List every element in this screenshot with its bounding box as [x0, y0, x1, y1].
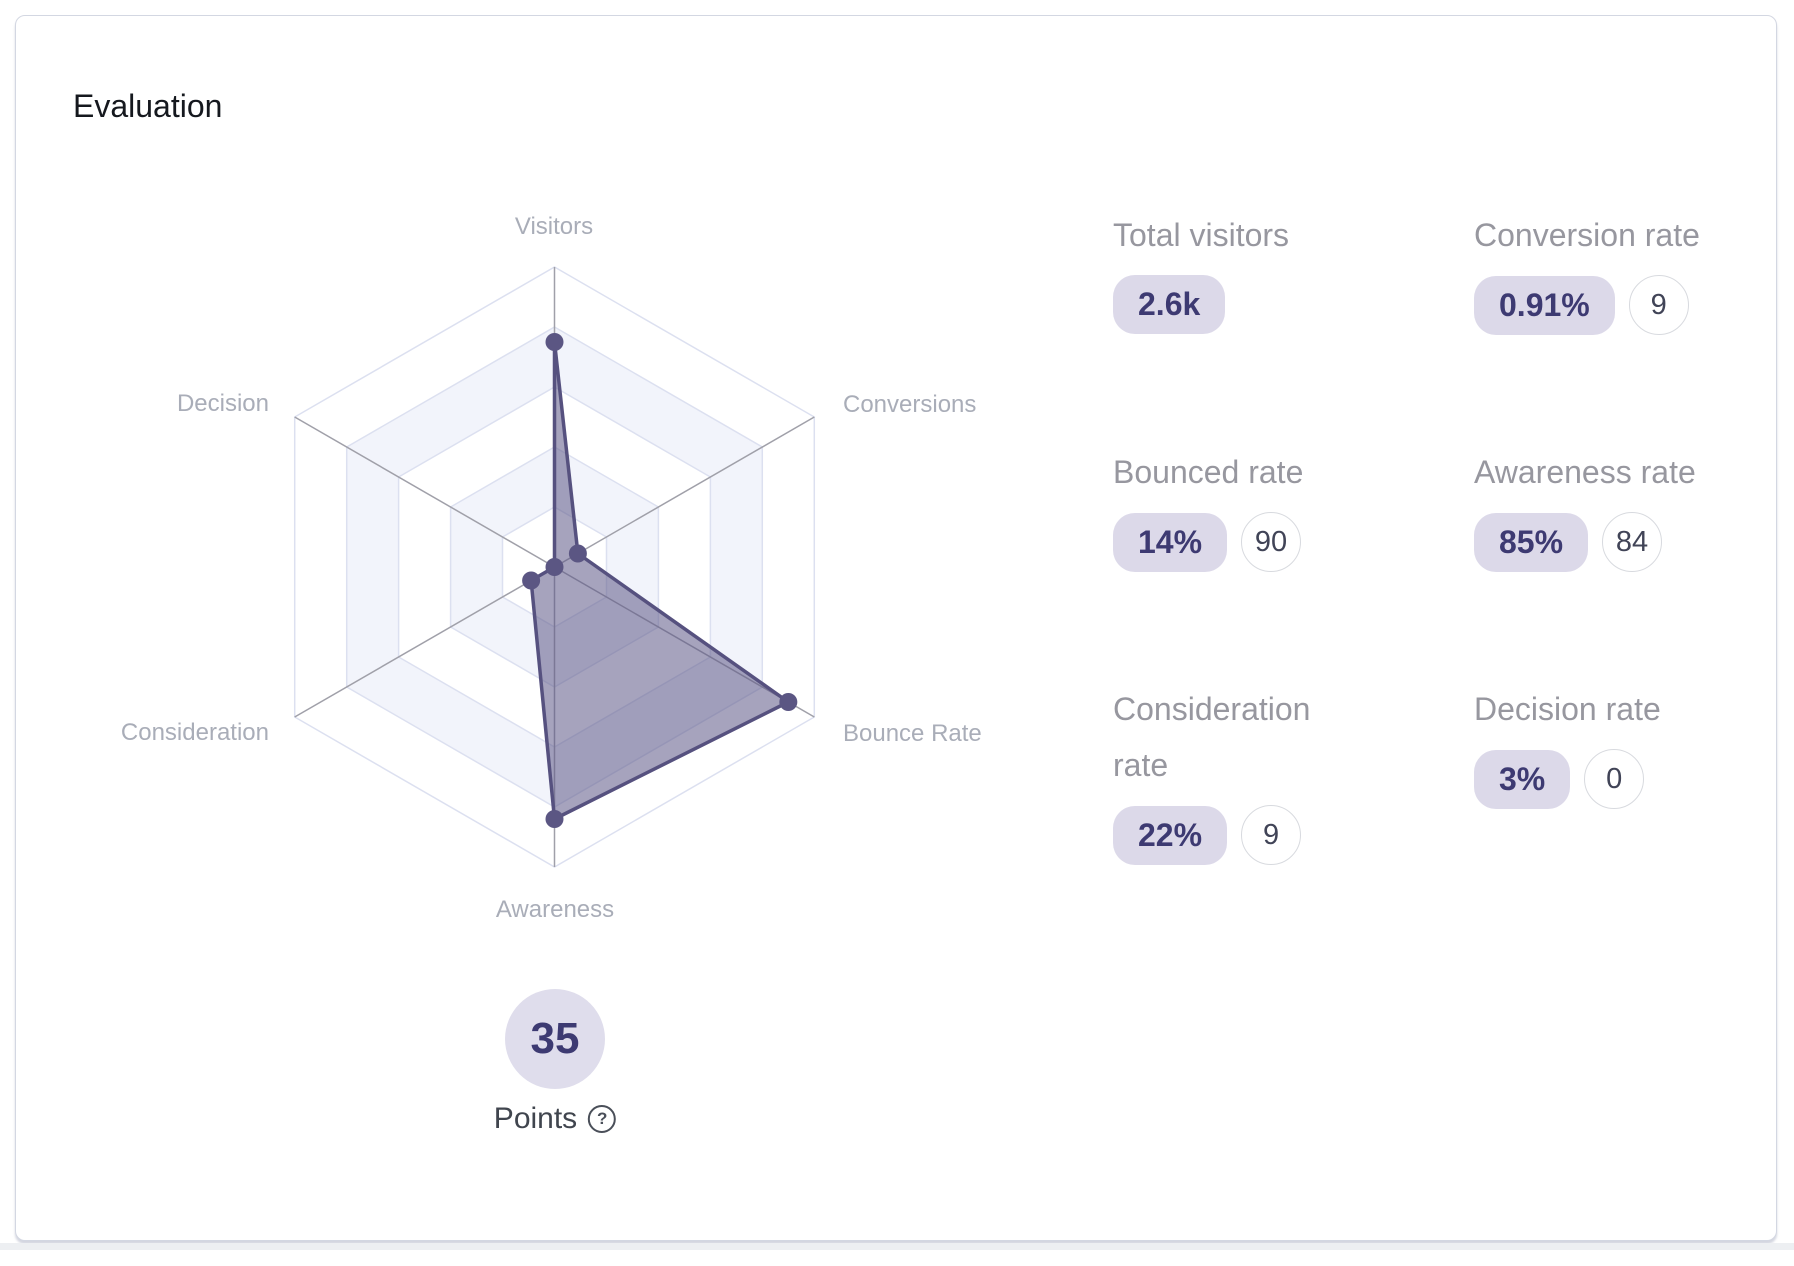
- axis-label-decision: Decision: [176, 390, 269, 417]
- stat-score-circle: 9: [1241, 805, 1302, 865]
- stat-label: Conversion rate: [1474, 217, 1700, 253]
- stat-total-visitors: Total visitors 2.6k: [1113, 207, 1289, 334]
- card-title: Evaluation: [73, 88, 223, 124]
- stat-consideration-rate: Consideration rate 22% 9: [1113, 681, 1371, 865]
- axis-label-visitors: Visitors: [514, 213, 594, 240]
- radar-chart: [293, 266, 816, 868]
- page-background-strip: [0, 1243, 1794, 1250]
- stat-decision-rate: Decision rate 3% 0: [1474, 681, 1661, 809]
- points-caption: Points ?: [493, 1102, 617, 1136]
- evaluation-card: Evaluation Visitors Conversions Bounce R…: [15, 15, 1777, 1241]
- stat-value-badge: 2.6k: [1113, 275, 1226, 334]
- stat-label: Awareness rate: [1474, 454, 1696, 490]
- points-value: 35: [530, 1014, 580, 1063]
- stat-score-circle: 9: [1628, 275, 1689, 335]
- stat-label: Bounced rate: [1113, 454, 1304, 490]
- stat-score-circle: 84: [1602, 512, 1663, 572]
- points-label: Points: [493, 1102, 578, 1135]
- stat-score-circle: 90: [1241, 512, 1302, 572]
- stat-value-badge: 14%: [1113, 512, 1228, 572]
- stat-value-badge: 22%: [1113, 805, 1228, 865]
- stat-value-badge: 3%: [1474, 749, 1571, 809]
- stat-score-circle: 0: [1584, 749, 1645, 809]
- stat-awareness-rate: Awareness rate 85% 84: [1474, 444, 1696, 572]
- stat-label: Consideration rate: [1113, 691, 1311, 783]
- stat-value-badge: 0.91%: [1474, 275, 1615, 335]
- axis-label-conversions: Conversions: [843, 391, 977, 418]
- stat-bounced-rate: Bounced rate 14% 90: [1113, 444, 1303, 572]
- stat-conversion-rate: Conversion rate 0.91% 9: [1474, 207, 1700, 335]
- stat-value-badge: 85%: [1474, 512, 1589, 572]
- axis-label-awareness: Awareness: [495, 896, 615, 923]
- points-badge: 35: [505, 989, 605, 1089]
- stat-label: Total visitors: [1113, 217, 1290, 253]
- stat-label: Decision rate: [1474, 691, 1661, 727]
- help-icon[interactable]: ?: [588, 1105, 617, 1133]
- axis-label-bounce-rate: Bounce Rate: [843, 720, 982, 747]
- axis-label-consideration: Consideration: [120, 719, 269, 746]
